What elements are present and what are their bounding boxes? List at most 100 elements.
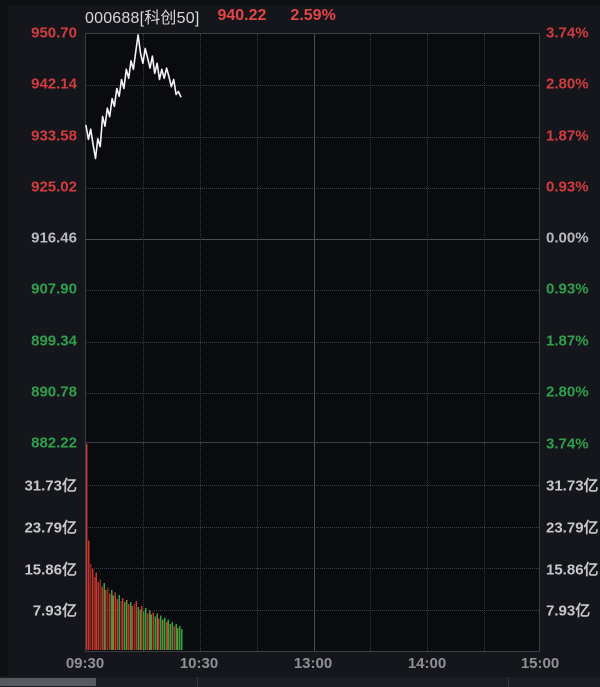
gridline-v xyxy=(142,34,144,442)
gridline-v xyxy=(484,34,486,442)
window-edge-left xyxy=(0,0,8,676)
divider xyxy=(508,677,509,687)
gridline-v xyxy=(370,443,372,651)
volume-bar xyxy=(139,609,141,650)
volume-bar xyxy=(112,595,115,650)
pct-tick: 2.80% xyxy=(546,75,589,93)
volume-tick: 31.73亿 xyxy=(546,477,599,495)
price-tick-prev-close: 916.46 xyxy=(31,229,77,247)
volume-bar xyxy=(150,614,153,650)
volume-bar xyxy=(141,606,143,650)
time-tick: 14:00 xyxy=(407,655,447,672)
gridline-h xyxy=(86,568,539,570)
volume-bar xyxy=(95,572,98,650)
volume-bar xyxy=(163,617,166,650)
pct-tick: 0.93% xyxy=(546,178,589,196)
volume-tick: 7.93亿 xyxy=(32,602,77,620)
volume-bar xyxy=(137,607,139,650)
time-tick: 10:30 xyxy=(179,655,219,672)
volume-tick: 23.79亿 xyxy=(546,519,599,537)
volume-bar xyxy=(127,604,130,650)
volume-bar xyxy=(88,540,90,650)
price-tick: 942.14 xyxy=(31,75,77,93)
volume-bar xyxy=(158,618,160,650)
last-price: 940.22 xyxy=(217,7,267,24)
volume-bar xyxy=(110,590,113,650)
volume-bar xyxy=(135,600,137,650)
gridline-v xyxy=(484,443,486,651)
volume-bar xyxy=(171,621,174,650)
volume-bar xyxy=(143,611,145,650)
gridline-h xyxy=(86,484,539,486)
horizontal-scrollbar[interactable] xyxy=(0,677,600,687)
gridline-v xyxy=(142,443,144,651)
volume-bar xyxy=(146,613,149,650)
time-tick: 09:30 xyxy=(65,655,105,672)
volume-bar xyxy=(131,606,134,650)
volume-tick: 7.93亿 xyxy=(546,602,591,620)
pct-tick: 1.87% xyxy=(546,127,589,144)
volume-bar xyxy=(148,610,151,650)
volume-bar xyxy=(160,615,162,650)
volume-bar xyxy=(114,592,117,650)
volume-bars xyxy=(86,444,183,650)
price-tick: 933.58 xyxy=(31,127,77,144)
price-pane[interactable] xyxy=(85,33,540,443)
volume-bar xyxy=(91,569,94,650)
gridline-v xyxy=(427,34,429,442)
volume-bar xyxy=(133,604,136,650)
volume-bar xyxy=(101,586,103,650)
volume-bar xyxy=(180,629,183,650)
volume-bar xyxy=(97,582,100,650)
volume-bar xyxy=(108,593,111,650)
volume-pane[interactable] xyxy=(85,443,540,652)
pct-tick: 3.74% xyxy=(546,435,589,453)
volume-tick: 23.79亿 xyxy=(24,519,77,537)
divider xyxy=(197,677,198,687)
volume-bar xyxy=(177,628,179,650)
volume-bar xyxy=(126,599,128,650)
pct-tick-zero: 0.00% xyxy=(546,229,589,247)
volume-bar xyxy=(120,600,122,650)
volume-bar xyxy=(118,595,120,650)
gridline-v xyxy=(256,443,258,651)
pct-tick: 2.80% xyxy=(546,383,589,401)
volume-bar xyxy=(105,590,107,650)
pct-tick: 1.87% xyxy=(546,332,589,349)
volume-bar xyxy=(169,623,172,650)
instrument-code: 000688[科创50] xyxy=(85,10,200,27)
gridline-v xyxy=(427,443,429,651)
volume-bar xyxy=(167,619,170,650)
window-edge-top xyxy=(0,0,600,5)
gridline-h xyxy=(86,85,539,87)
gridline-v xyxy=(199,443,201,651)
volume-bar xyxy=(116,598,119,650)
gridline-h xyxy=(86,341,539,343)
volume-tick: 31.73亿 xyxy=(24,477,77,495)
chart-header: 000688[科创50] 940.22 2.59% xyxy=(85,4,336,28)
price-line xyxy=(85,34,182,160)
gridline-v xyxy=(199,34,201,442)
volume-bar xyxy=(165,621,168,650)
gridline-h xyxy=(86,136,539,138)
price-tick: 907.90 xyxy=(31,280,77,298)
volume-bar xyxy=(103,583,105,650)
volume-bar xyxy=(162,619,164,650)
scrollbar-thumb[interactable] xyxy=(0,678,96,686)
volume-bar xyxy=(89,563,92,650)
pct-tick: 3.74% xyxy=(546,24,589,42)
volume-bar xyxy=(124,602,126,650)
price-tick: 899.34 xyxy=(31,332,77,349)
price-tick: 925.02 xyxy=(31,178,77,196)
gridline-h xyxy=(86,290,539,292)
gridline-v xyxy=(370,34,372,442)
time-tick: 15:00 xyxy=(520,655,560,672)
price-tick: 890.78 xyxy=(31,383,77,401)
volume-bar xyxy=(152,612,155,650)
volume-bar xyxy=(129,602,132,650)
session-divider-line xyxy=(313,34,315,442)
time-tick: 13:00 xyxy=(293,655,333,672)
prev-close-line xyxy=(86,239,539,240)
volume-bar xyxy=(122,597,124,650)
